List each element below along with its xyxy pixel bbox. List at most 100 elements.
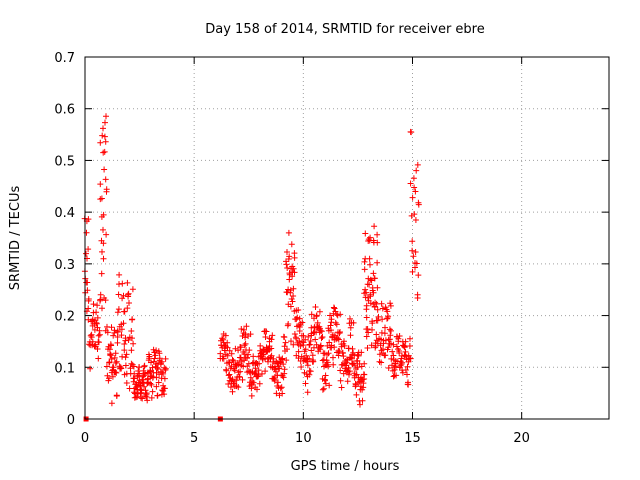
data-point	[101, 133, 108, 140]
data-point	[284, 289, 291, 296]
data-point	[93, 309, 100, 316]
data-point	[414, 161, 421, 168]
data-point	[328, 316, 335, 323]
data-point	[113, 358, 120, 365]
data-point	[268, 352, 275, 359]
data-point	[155, 366, 161, 372]
data-point	[148, 381, 155, 388]
data-point	[235, 347, 242, 354]
data-point	[153, 347, 160, 354]
data-point	[224, 344, 231, 351]
data-point	[341, 338, 347, 345]
data-point	[130, 340, 137, 347]
data-point	[158, 358, 165, 365]
data-point	[94, 346, 101, 352]
data-point	[128, 328, 135, 334]
data-point	[389, 348, 396, 355]
data-point	[118, 365, 125, 372]
data-point	[131, 375, 138, 382]
data-point	[226, 347, 233, 354]
data-point	[95, 355, 102, 362]
data-point	[306, 341, 313, 348]
data-point	[385, 344, 392, 351]
data-point	[333, 321, 340, 328]
y-tick-label: 0.7	[54, 51, 75, 66]
x-tick-label: 5	[190, 431, 198, 446]
data-point	[404, 363, 411, 370]
data-point	[141, 383, 148, 390]
data-point	[95, 332, 102, 339]
data-point	[96, 331, 103, 338]
data-point	[224, 352, 231, 359]
data-point	[226, 371, 233, 378]
data-point	[103, 113, 109, 120]
data-point	[280, 361, 287, 368]
data-point	[382, 352, 389, 359]
data-point	[363, 314, 370, 321]
data-point	[374, 259, 381, 266]
data-point	[99, 248, 105, 255]
data-point	[268, 345, 275, 352]
data-point	[226, 359, 233, 366]
data-point	[97, 139, 104, 146]
data-point	[374, 239, 381, 246]
data-point	[390, 341, 397, 348]
data-point	[129, 316, 136, 323]
data-point	[318, 335, 325, 342]
y-tick-label: 0.1	[54, 361, 75, 376]
data-point	[368, 277, 375, 284]
data-point	[319, 334, 326, 340]
data-point	[217, 350, 224, 357]
data-point	[101, 166, 108, 173]
plot-frame	[84, 56, 610, 420]
data-point	[415, 272, 422, 279]
data-point	[250, 353, 257, 360]
data-point	[155, 379, 162, 386]
data-point	[100, 255, 107, 262]
data-point	[347, 324, 354, 331]
data-point	[366, 255, 373, 262]
data-point	[399, 369, 406, 376]
data-point	[114, 309, 121, 316]
data-point	[124, 305, 131, 312]
data-point	[228, 350, 235, 357]
data-point	[332, 308, 339, 315]
data-point	[297, 343, 304, 349]
data-point	[289, 298, 296, 305]
data-point	[379, 305, 386, 312]
data-point	[87, 365, 94, 372]
data-point	[289, 273, 296, 280]
data-point	[321, 376, 328, 383]
data-point	[284, 346, 290, 353]
data-point	[371, 275, 378, 282]
data-point	[275, 379, 281, 386]
y-tick-label: 0.5	[54, 154, 75, 169]
data-point	[361, 258, 368, 265]
data-point	[283, 357, 290, 364]
data-point	[374, 231, 381, 238]
data-point	[277, 385, 284, 392]
data-point	[322, 380, 329, 387]
data-point	[118, 326, 125, 333]
data-point	[359, 397, 366, 404]
data-point	[320, 385, 327, 392]
data-point	[99, 132, 106, 139]
data-point	[99, 305, 105, 312]
data-point	[112, 360, 119, 366]
data-point	[100, 211, 107, 218]
data-point	[412, 249, 419, 255]
data-point	[146, 353, 153, 360]
data-point	[103, 188, 110, 195]
data-point	[300, 332, 307, 339]
data-point	[111, 327, 118, 334]
data-point	[282, 339, 289, 346]
data-point	[124, 279, 131, 286]
data-point	[407, 335, 413, 342]
data-point	[107, 352, 114, 359]
data-point	[353, 391, 360, 398]
data-point	[327, 312, 333, 319]
data-point	[148, 394, 155, 401]
data-point	[310, 358, 317, 365]
data-point	[154, 364, 161, 371]
data-point	[339, 350, 346, 357]
